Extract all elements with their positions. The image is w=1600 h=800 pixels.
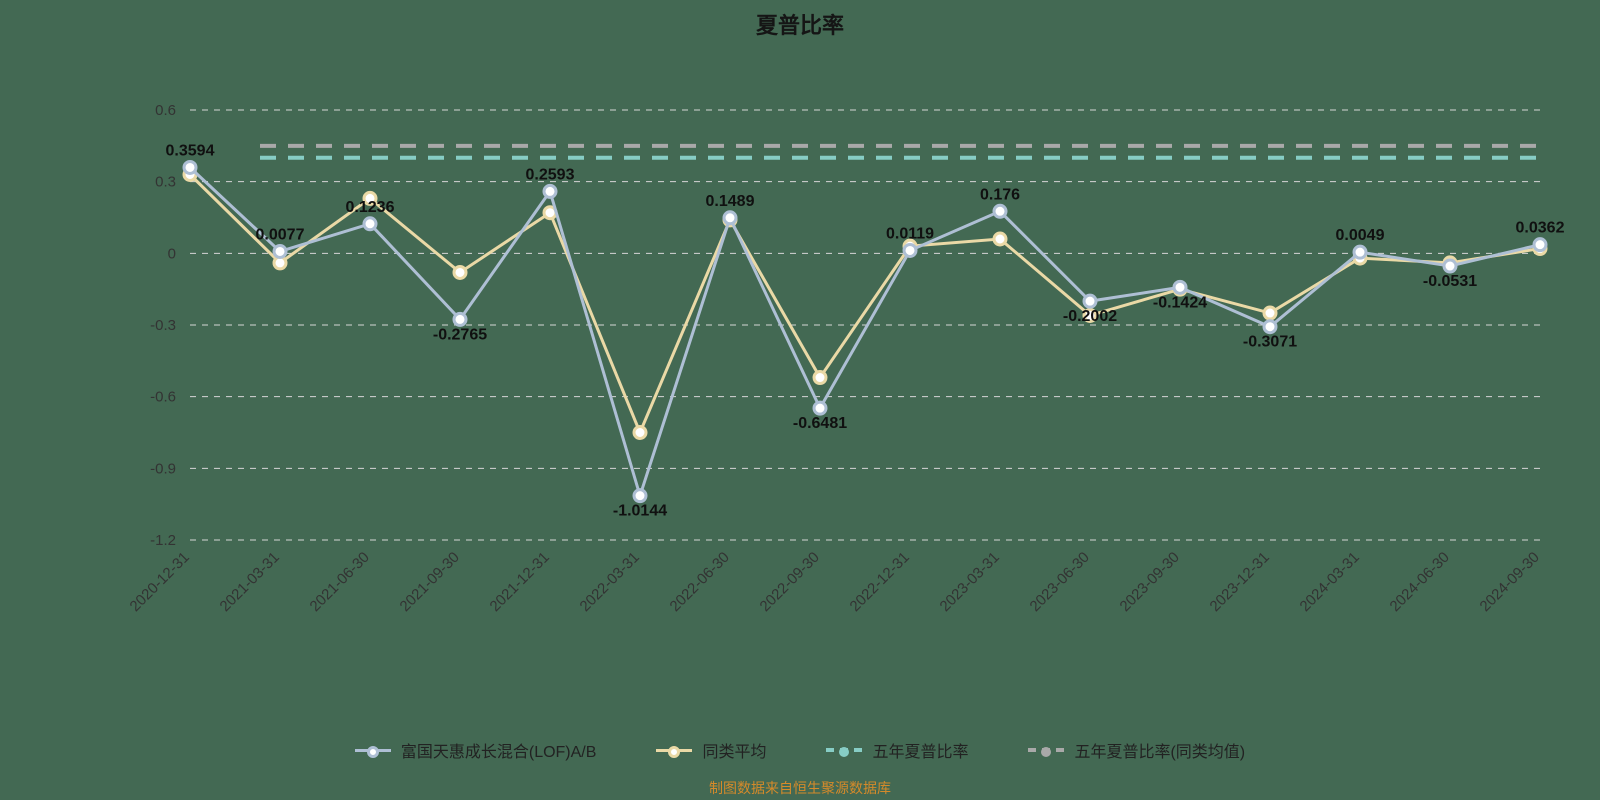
svg-text:2021-12-31: 2021-12-31 bbox=[487, 549, 553, 615]
svg-text:2020-12-31: 2020-12-31 bbox=[127, 549, 193, 615]
svg-text:2024-09-30: 2024-09-30 bbox=[1477, 549, 1543, 615]
legend-item: 五年夏普比率(同类均值) bbox=[1028, 738, 1245, 762]
legend: 富国天惠成长混合(LOF)A/B 同类平均 五年夏普比率 五年夏普比率(同类均值) bbox=[0, 738, 1600, 762]
svg-text:2021-06-30: 2021-06-30 bbox=[307, 549, 373, 615]
svg-text:2022-03-31: 2022-03-31 bbox=[577, 549, 643, 615]
svg-text:-0.6481: -0.6481 bbox=[793, 415, 847, 432]
svg-text:2022-12-31: 2022-12-31 bbox=[847, 549, 913, 615]
svg-text:0.0362: 0.0362 bbox=[1516, 220, 1565, 237]
legend-swatch bbox=[656, 749, 692, 752]
svg-text:0.0119: 0.0119 bbox=[886, 225, 934, 242]
svg-text:-0.6: -0.6 bbox=[150, 389, 176, 406]
svg-text:0.1489: 0.1489 bbox=[706, 193, 755, 210]
legend-swatch bbox=[826, 748, 862, 752]
svg-text:-0.3071: -0.3071 bbox=[1243, 334, 1297, 351]
svg-text:0: 0 bbox=[168, 245, 176, 262]
legend-label: 五年夏普比率(同类均值) bbox=[1074, 738, 1245, 762]
svg-text:0.0077: 0.0077 bbox=[256, 226, 305, 243]
svg-text:0.1236: 0.1236 bbox=[346, 199, 395, 216]
svg-text:2021-09-30: 2021-09-30 bbox=[397, 549, 463, 615]
svg-text:2023-12-31: 2023-12-31 bbox=[1207, 549, 1273, 615]
svg-text:0.0049: 0.0049 bbox=[1336, 227, 1385, 244]
svg-text:0.3594: 0.3594 bbox=[166, 142, 215, 159]
svg-text:-0.1424: -0.1424 bbox=[1153, 294, 1207, 311]
svg-text:0.2593: 0.2593 bbox=[526, 166, 575, 183]
data-source-footer: 制图数据来自恒生聚源数据库 bbox=[0, 778, 1600, 798]
svg-text:-0.9: -0.9 bbox=[150, 460, 176, 477]
legend-item: 五年夏普比率 bbox=[826, 738, 968, 762]
svg-text:2023-09-30: 2023-09-30 bbox=[1117, 549, 1183, 615]
svg-text:0.3: 0.3 bbox=[155, 174, 176, 191]
svg-text:2023-06-30: 2023-06-30 bbox=[1027, 549, 1093, 615]
legend-label: 五年夏普比率 bbox=[872, 738, 968, 762]
legend-label: 富国天惠成长混合(LOF)A/B bbox=[401, 738, 597, 762]
svg-text:-1.2: -1.2 bbox=[150, 532, 176, 549]
legend-label: 同类平均 bbox=[702, 738, 766, 762]
sharpe-ratio-chart: -1.2 -0.9 -0.6 -0.3 0 0.3 0.6 2020-12-31 2021-03… bbox=[0, 0, 1600, 800]
svg-text:-0.0531: -0.0531 bbox=[1423, 273, 1477, 290]
legend-item: 富国天惠成长混合(LOF)A/B bbox=[355, 738, 597, 762]
svg-text:-0.2002: -0.2002 bbox=[1063, 308, 1117, 325]
svg-text:2021-03-31: 2021-03-31 bbox=[217, 549, 283, 615]
svg-text:-0.2765: -0.2765 bbox=[433, 326, 487, 343]
svg-text:0.176: 0.176 bbox=[980, 186, 1020, 203]
svg-text:-1.0144: -1.0144 bbox=[613, 503, 667, 520]
svg-text:2024-06-30: 2024-06-30 bbox=[1387, 549, 1453, 615]
svg-text:0.6: 0.6 bbox=[155, 102, 176, 119]
svg-text:2022-06-30: 2022-06-30 bbox=[667, 549, 733, 615]
legend-item: 同类平均 bbox=[656, 738, 766, 762]
svg-text:-0.3: -0.3 bbox=[150, 317, 176, 334]
legend-swatch bbox=[1028, 748, 1064, 752]
svg-text:2022-09-30: 2022-09-30 bbox=[757, 549, 823, 615]
svg-text:2024-03-31: 2024-03-31 bbox=[1297, 549, 1363, 615]
svg-text:2023-03-31: 2023-03-31 bbox=[937, 549, 1003, 615]
legend-swatch bbox=[355, 749, 391, 752]
